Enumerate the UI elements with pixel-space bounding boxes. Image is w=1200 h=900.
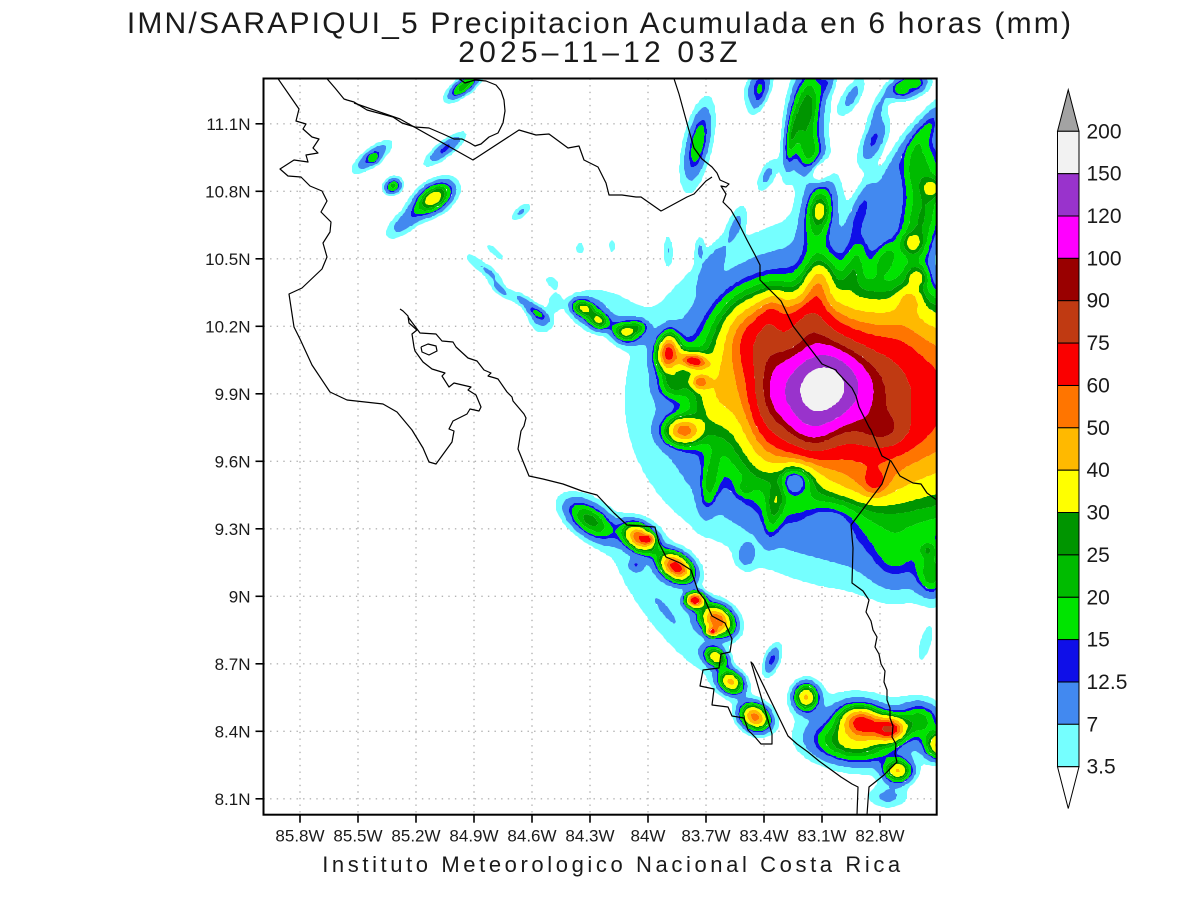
- svg-text:50: 50: [1087, 417, 1110, 440]
- svg-text:11.1N: 11.1N: [206, 115, 250, 134]
- svg-text:8.4N: 8.4N: [215, 722, 251, 741]
- svg-text:83.4W: 83.4W: [739, 827, 788, 846]
- svg-text:15: 15: [1087, 629, 1110, 652]
- svg-text:30: 30: [1087, 502, 1110, 525]
- svg-text:82.8W: 82.8W: [855, 827, 904, 846]
- svg-text:75: 75: [1087, 332, 1110, 355]
- svg-text:83.7W: 83.7W: [681, 827, 730, 846]
- svg-text:IMN/SARAPIQUI_5 Precipitacion: IMN/SARAPIQUI_5 Precipitacion Acumulada …: [127, 7, 1073, 40]
- svg-text:60: 60: [1087, 375, 1110, 398]
- svg-text:84W: 84W: [631, 827, 666, 846]
- svg-text:9N: 9N: [229, 587, 251, 606]
- svg-text:120: 120: [1087, 205, 1122, 228]
- svg-text:200: 200: [1087, 120, 1122, 143]
- svg-text:9.6N: 9.6N: [215, 452, 251, 471]
- svg-text:84.6W: 84.6W: [507, 827, 556, 846]
- svg-text:85.5W: 85.5W: [333, 827, 382, 846]
- svg-text:2025–11–12 03Z: 2025–11–12 03Z: [458, 36, 741, 69]
- svg-text:85.2W: 85.2W: [391, 827, 440, 846]
- svg-text:90: 90: [1087, 290, 1110, 313]
- svg-text:8.7N: 8.7N: [215, 655, 251, 674]
- svg-text:40: 40: [1087, 459, 1110, 482]
- svg-text:84.9W: 84.9W: [449, 827, 498, 846]
- svg-text:83.1W: 83.1W: [797, 827, 846, 846]
- svg-text:10.5N: 10.5N: [205, 250, 250, 269]
- svg-text:85.8W: 85.8W: [275, 827, 324, 846]
- svg-text:100: 100: [1087, 247, 1122, 270]
- svg-text:25: 25: [1087, 544, 1110, 567]
- svg-text:7: 7: [1087, 713, 1099, 736]
- svg-text:20: 20: [1087, 586, 1110, 609]
- svg-text:150: 150: [1087, 163, 1122, 186]
- svg-text:8.1N: 8.1N: [215, 790, 251, 809]
- svg-text:10.8N: 10.8N: [205, 182, 250, 201]
- svg-text:Instituto Meteorologico Nacion: Instituto Meteorologico Nacional Costa R…: [322, 852, 904, 877]
- svg-text:3.5: 3.5: [1087, 756, 1116, 779]
- svg-text:9.3N: 9.3N: [215, 520, 251, 539]
- svg-text:10.2N: 10.2N: [205, 317, 250, 336]
- svg-text:84.3W: 84.3W: [565, 827, 614, 846]
- svg-text:12.5: 12.5: [1087, 671, 1128, 694]
- svg-text:9.9N: 9.9N: [215, 385, 251, 404]
